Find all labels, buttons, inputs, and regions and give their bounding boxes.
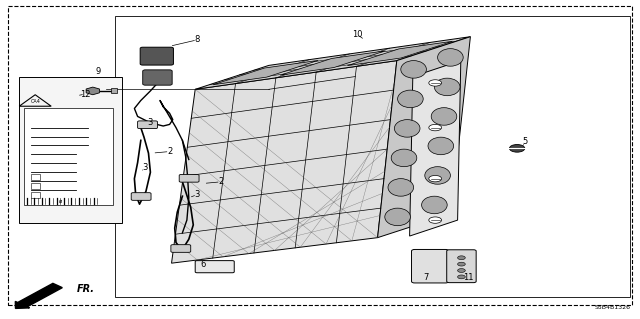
Text: S5B4B1326: S5B4B1326 xyxy=(595,305,630,310)
Text: 2: 2 xyxy=(218,177,223,186)
FancyBboxPatch shape xyxy=(412,249,449,283)
FancyBboxPatch shape xyxy=(24,108,113,205)
FancyBboxPatch shape xyxy=(171,245,191,252)
Polygon shape xyxy=(195,37,470,89)
Text: 10: 10 xyxy=(352,30,362,39)
Text: 11: 11 xyxy=(463,273,474,282)
Circle shape xyxy=(458,256,465,260)
Bar xyxy=(115,16,630,297)
FancyBboxPatch shape xyxy=(143,70,172,85)
Ellipse shape xyxy=(435,78,460,96)
Ellipse shape xyxy=(391,149,417,167)
Bar xyxy=(19,77,122,223)
Circle shape xyxy=(429,175,442,182)
FancyBboxPatch shape xyxy=(447,250,476,283)
Polygon shape xyxy=(213,60,318,85)
Text: 9: 9 xyxy=(95,67,100,76)
Text: 3: 3 xyxy=(195,190,200,199)
Ellipse shape xyxy=(397,90,423,108)
FancyBboxPatch shape xyxy=(138,121,157,129)
Polygon shape xyxy=(172,61,397,263)
Circle shape xyxy=(458,275,465,279)
Ellipse shape xyxy=(388,179,413,196)
Circle shape xyxy=(429,80,442,86)
Text: 8: 8 xyxy=(195,35,200,44)
Bar xyxy=(111,88,117,93)
Text: 2: 2 xyxy=(167,147,172,156)
FancyBboxPatch shape xyxy=(131,193,151,200)
FancyBboxPatch shape xyxy=(140,47,173,65)
Circle shape xyxy=(458,269,465,272)
Circle shape xyxy=(509,145,525,152)
FancyArrow shape xyxy=(15,283,62,308)
Ellipse shape xyxy=(431,108,457,125)
Ellipse shape xyxy=(401,61,426,78)
Bar xyxy=(31,174,40,180)
Text: 7: 7 xyxy=(424,273,429,282)
Circle shape xyxy=(429,124,442,131)
Polygon shape xyxy=(378,37,470,238)
Text: 3: 3 xyxy=(142,163,147,172)
Circle shape xyxy=(429,217,442,223)
Ellipse shape xyxy=(438,48,463,66)
Text: 12: 12 xyxy=(80,90,90,99)
Ellipse shape xyxy=(385,208,410,226)
Polygon shape xyxy=(410,61,461,236)
Text: 3: 3 xyxy=(148,118,153,127)
Text: 5: 5 xyxy=(522,137,527,146)
Polygon shape xyxy=(280,51,385,75)
Text: ø: ø xyxy=(59,198,63,204)
Text: 6: 6 xyxy=(201,260,206,269)
Text: CA4: CA4 xyxy=(30,99,40,104)
Ellipse shape xyxy=(394,120,420,137)
Ellipse shape xyxy=(428,137,454,155)
Ellipse shape xyxy=(422,196,447,214)
Circle shape xyxy=(458,262,465,266)
Ellipse shape xyxy=(425,167,451,184)
Bar xyxy=(31,183,40,189)
FancyBboxPatch shape xyxy=(195,261,234,273)
FancyBboxPatch shape xyxy=(179,174,199,182)
Text: FR.: FR. xyxy=(77,284,95,294)
Polygon shape xyxy=(348,41,452,66)
Bar xyxy=(31,192,40,198)
